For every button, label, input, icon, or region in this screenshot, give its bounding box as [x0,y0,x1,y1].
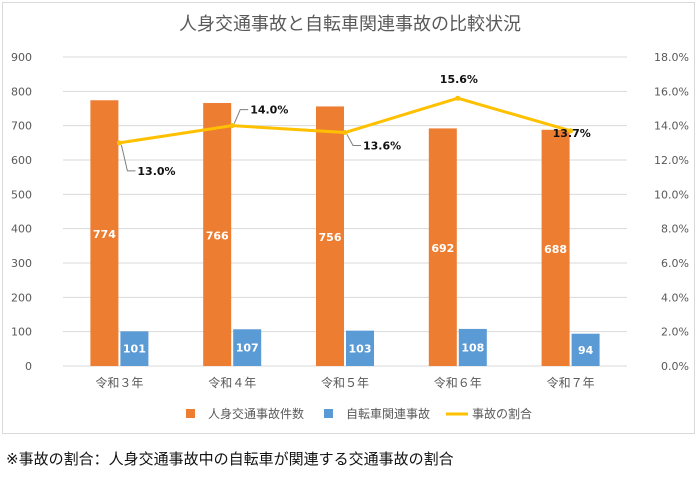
y-right-tick-label: 2.0% [661,326,689,339]
y-right-tick-label: 18.0% [654,51,689,64]
bar-accidents [428,128,457,366]
bar-bicycle [233,329,262,366]
y-left-tick-label: 0 [25,360,32,373]
x-category-label: 令和５年 [321,375,369,390]
ratio-data-label: 13.0% [137,165,175,178]
y-right-tick-label: 4.0% [661,291,689,304]
ratio-point [229,123,235,129]
bar-data-label: 774 [93,228,116,241]
bar-data-label: 692 [431,242,454,255]
bar-accidents [203,103,232,367]
x-category-label: 令和３年 [95,375,143,390]
ratio-point [455,95,461,101]
x-category-label: 令和６年 [434,375,482,390]
bar-accidents [90,100,119,366]
legend-label: 自転車関連事故 [346,406,430,421]
legend-swatch [324,409,333,418]
legend-label: 事故の割合 [472,406,532,421]
bar-data-label: 688 [544,243,567,256]
bar-data-label: 94 [578,344,594,357]
y-left-tick-label: 700 [11,120,32,133]
y-right-tick-label: 8.0% [661,223,689,236]
ratio-point [116,140,122,146]
y-right-tick-label: 6.0% [661,257,689,270]
bar-bicycle [571,333,600,366]
bar-data-label: 766 [206,230,229,243]
ratio-data-label: 13.7% [553,127,591,140]
y-left-tick-label: 100 [11,326,32,339]
ratio-point [342,130,348,136]
y-left-tick-label: 800 [11,85,32,98]
ratio-point [568,128,574,134]
bar-bicycle [120,331,149,366]
label-leader-line [233,109,249,124]
y-left-tick-label: 600 [11,154,32,167]
x-category-label: 令和４年 [208,375,256,390]
chart-title: 人身交通事故と自転車関連事故の比較状況 [179,14,521,35]
y-right-tick-label: 10.0% [654,188,689,201]
label-leader-line [346,134,361,147]
bar-data-label: 756 [319,231,342,244]
y-left-tick-label: 300 [11,257,32,270]
bar-accidents [316,106,344,366]
ratio-data-label: 13.6% [363,140,401,153]
legend-label: 人身交通事故件数 [208,406,304,421]
ratio-data-label: 15.6% [440,73,478,86]
y-left-tick-label: 400 [11,223,32,236]
bar-data-label: 108 [461,341,484,354]
bar-data-label: 103 [349,342,372,355]
footnote: ※事故の割合：人身交通事故中の自転車が関連する交通事故の割合 [6,450,454,468]
y-right-tick-label: 16.0% [654,85,689,98]
bar-accidents [541,129,570,366]
label-leader-line [120,144,136,172]
y-left-tick-label: 200 [11,291,32,304]
bar-bicycle [346,330,374,366]
bar-bicycle [458,328,487,366]
y-right-tick-label: 0.0% [661,360,689,373]
ratio-line [119,96,572,145]
y-left-tick-label: 500 [11,188,32,201]
y-left-tick-label: 900 [11,51,32,64]
y-right-tick-label: 12.0% [654,154,689,167]
legend-swatch [186,409,195,418]
ratio-data-label: 14.0% [250,104,288,117]
x-category-label: 令和７年 [547,375,595,390]
y-right-tick-label: 14.0% [654,120,689,133]
bar-data-label: 107 [236,342,259,355]
bar-data-label: 101 [123,343,146,356]
